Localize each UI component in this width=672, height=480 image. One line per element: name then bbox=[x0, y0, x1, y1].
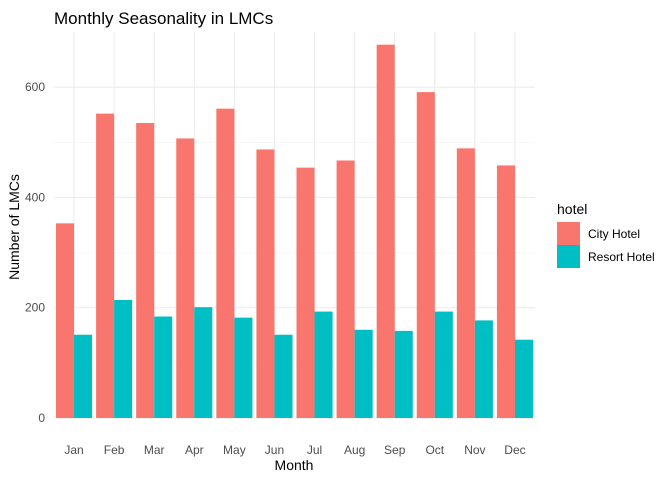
bar-resort-hotel-nov bbox=[474, 320, 493, 418]
bar-city-hotel-dec bbox=[496, 165, 515, 418]
legend-label: Resort Hotel bbox=[588, 250, 655, 264]
bar-city-hotel-jul bbox=[296, 167, 315, 418]
x-tick-label: Jan bbox=[64, 443, 83, 457]
x-axis-ticks: Jan Feb Mar Apr May Jun Jul Aug Sep Oct Nov Dec bbox=[64, 443, 525, 457]
bar-resort-hotel-aug bbox=[354, 329, 373, 418]
x-tick-label: Sep bbox=[384, 443, 406, 457]
chart-title: Monthly Seasonality in LMCs bbox=[54, 9, 273, 28]
legend-title: hotel bbox=[557, 201, 587, 217]
bar-resort-hotel-may bbox=[234, 317, 253, 418]
bar-city-hotel-feb bbox=[96, 113, 115, 419]
bar-city-hotel-oct bbox=[416, 92, 435, 418]
bar-resort-hotel-apr bbox=[194, 307, 213, 418]
bar-city-hotel-mar bbox=[136, 122, 155, 418]
y-axis-title: Number of LMCs bbox=[6, 174, 22, 280]
bar-city-hotel-jan bbox=[56, 223, 75, 418]
bar-resort-hotel-feb bbox=[114, 299, 133, 418]
bar-resort-hotel-jun bbox=[274, 334, 293, 418]
legend-label: City Hotel bbox=[588, 227, 640, 241]
bar-resort-hotel-oct bbox=[434, 311, 453, 418]
x-tick-label: Jul bbox=[307, 443, 322, 457]
bar-resort-hotel-sep bbox=[394, 330, 413, 418]
bars bbox=[56, 44, 533, 419]
y-tick-label: 0 bbox=[38, 411, 45, 425]
y-tick-label: 600 bbox=[25, 80, 45, 94]
y-tick-label: 400 bbox=[25, 190, 45, 204]
bar-resort-hotel-jul bbox=[314, 311, 333, 418]
x-tick-label: Nov bbox=[464, 443, 485, 457]
x-tick-label: Oct bbox=[425, 443, 444, 457]
bar-city-hotel-jun bbox=[256, 149, 275, 418]
x-tick-label: Mar bbox=[144, 443, 165, 457]
bar-city-hotel-sep bbox=[376, 44, 395, 418]
bar-city-hotel-nov bbox=[456, 148, 475, 418]
legend-key bbox=[557, 245, 580, 268]
bar-resort-hotel-jan bbox=[74, 334, 93, 418]
x-tick-label: Feb bbox=[104, 443, 125, 457]
legend: hotel City Hotel Resort Hotel bbox=[557, 201, 655, 268]
bar-city-hotel-may bbox=[216, 108, 235, 419]
bar-city-hotel-apr bbox=[176, 138, 195, 418]
y-axis-ticks: 0 200 400 600 bbox=[25, 80, 45, 425]
x-tick-label: Dec bbox=[504, 443, 525, 457]
bar-city-hotel-aug bbox=[336, 160, 355, 419]
y-tick-label: 200 bbox=[25, 301, 45, 315]
bar-resort-hotel-mar bbox=[154, 316, 173, 418]
legend-key bbox=[557, 222, 580, 245]
bar-resort-hotel-dec bbox=[514, 339, 533, 418]
x-tick-label: Apr bbox=[185, 443, 204, 457]
x-tick-label: Aug bbox=[344, 443, 365, 457]
x-axis-title: Month bbox=[275, 457, 314, 473]
x-tick-label: Jun bbox=[265, 443, 284, 457]
x-tick-label: May bbox=[223, 443, 246, 457]
